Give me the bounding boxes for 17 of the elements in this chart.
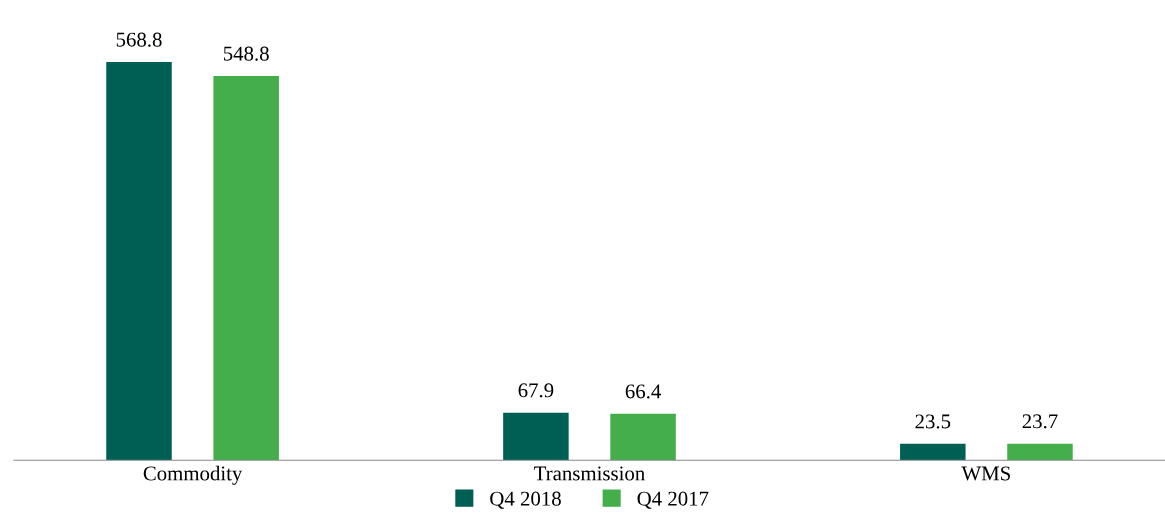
bar [900,443,966,461]
data-label: 67.9 [518,383,554,398]
x-tick-label: Commodity [143,465,243,485]
data-label: 548.8 [223,46,269,61]
x-tick-label: WMS [961,466,1010,481]
bar [213,76,279,461]
bar [503,412,569,461]
bar [106,61,172,461]
data-label: 568.8 [116,32,162,47]
data-label: 23.5 [915,414,951,429]
bar [1007,443,1073,461]
bar [610,413,676,461]
legend-label: Q4 2018 [490,491,561,509]
data-label: 23.7 [1022,414,1058,429]
legend-label: Q4 2017 [637,491,709,509]
x-tick-label: Transmission [534,466,645,481]
data-label: 66.4 [625,384,661,399]
